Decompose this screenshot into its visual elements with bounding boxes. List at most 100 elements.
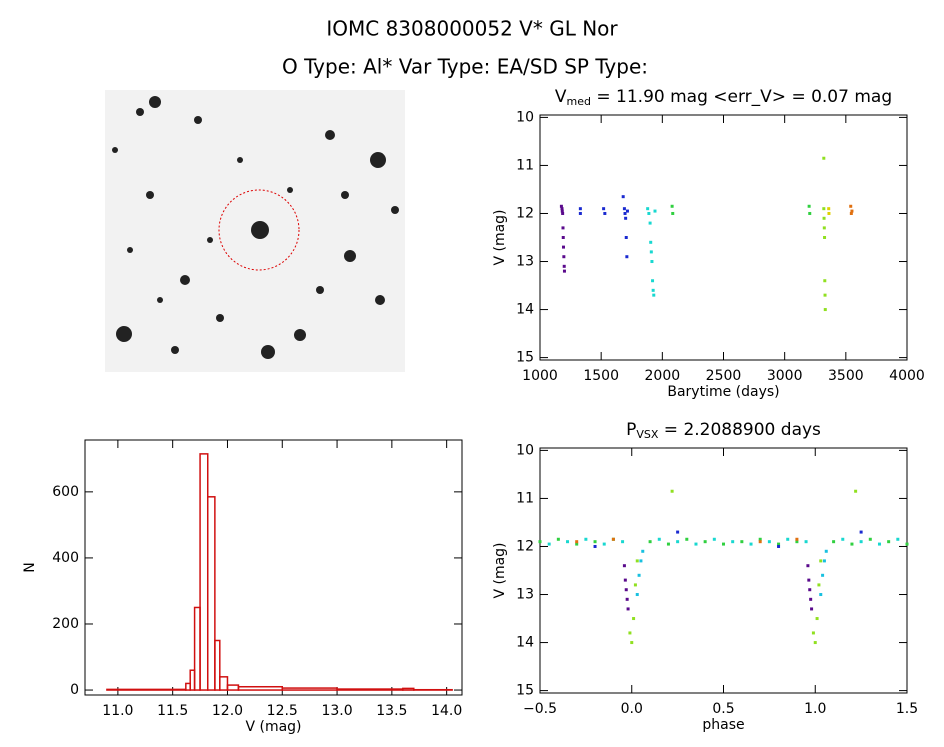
data-point bbox=[877, 542, 881, 546]
y-tick-label: 10 bbox=[516, 442, 534, 458]
x-tick-label: 4000 bbox=[889, 368, 925, 384]
data-point bbox=[561, 226, 565, 230]
y-tick-label: 200 bbox=[52, 616, 79, 632]
page-title: IOMC 8308000052 V* GL Nor bbox=[326, 17, 618, 41]
data-point bbox=[841, 537, 845, 541]
data-point bbox=[562, 264, 566, 268]
data-point bbox=[633, 583, 637, 587]
title-part: = 2.2088900 days bbox=[658, 420, 821, 440]
data-point bbox=[767, 540, 771, 544]
data-point bbox=[807, 578, 811, 582]
data-point bbox=[653, 209, 657, 213]
page-subtitle: O Type: Al* Var Type: EA/SD SP Type: bbox=[282, 55, 648, 79]
x-tick-label: 12.0 bbox=[212, 703, 243, 719]
histogram-bar bbox=[226, 684, 240, 691]
x-tick-label: 1.0 bbox=[804, 701, 826, 717]
data-point bbox=[808, 211, 812, 215]
y-tick-label: 13 bbox=[516, 254, 534, 270]
data-point bbox=[666, 542, 670, 546]
x-tick-label: 12.5 bbox=[267, 703, 298, 719]
y-tick-label: 12 bbox=[516, 538, 534, 554]
data-point bbox=[625, 597, 629, 601]
data-point bbox=[854, 489, 858, 493]
data-point bbox=[685, 537, 689, 541]
x-tick-label: 1500 bbox=[583, 368, 619, 384]
data-point bbox=[819, 593, 823, 597]
title-part: P bbox=[626, 420, 636, 440]
data-point bbox=[561, 236, 565, 239]
data-point bbox=[694, 542, 698, 546]
data-point bbox=[578, 207, 582, 211]
data-point bbox=[827, 211, 831, 215]
data-point bbox=[657, 537, 661, 541]
y-axis-label: V (mag) bbox=[492, 209, 508, 265]
stars bbox=[112, 96, 399, 359]
data-point bbox=[849, 211, 853, 215]
data-point bbox=[646, 207, 650, 211]
plot-frame bbox=[539, 447, 908, 694]
x-axis-label: Barytime (days) bbox=[667, 384, 779, 400]
data-point bbox=[868, 537, 872, 541]
data-point bbox=[560, 209, 564, 213]
chart-title: PVSX = 2.2088900 days bbox=[626, 420, 821, 441]
data-point bbox=[703, 540, 707, 544]
data-point bbox=[815, 617, 819, 621]
data-point bbox=[808, 588, 812, 592]
plot-frame bbox=[84, 439, 463, 696]
plot-frame bbox=[539, 114, 908, 361]
data-point bbox=[635, 559, 639, 563]
data-point bbox=[621, 195, 625, 199]
data-point bbox=[822, 559, 826, 563]
x-tick-label: −0.5 bbox=[523, 701, 557, 717]
data-point bbox=[740, 540, 744, 544]
data-point bbox=[777, 542, 781, 546]
x-axis-label: V (mag) bbox=[245, 719, 301, 735]
x-tick-label: 2000 bbox=[645, 368, 681, 384]
data-point bbox=[650, 260, 654, 264]
data-point bbox=[575, 540, 579, 544]
data-point bbox=[823, 279, 827, 283]
data-point bbox=[632, 617, 636, 621]
data-point bbox=[562, 255, 566, 259]
data-point bbox=[622, 564, 626, 568]
sky-image bbox=[105, 90, 405, 372]
data-point bbox=[811, 631, 815, 635]
data-point bbox=[712, 537, 716, 541]
data-point bbox=[823, 236, 827, 239]
data-point bbox=[603, 211, 607, 215]
data-point bbox=[637, 573, 641, 577]
data-point bbox=[559, 204, 563, 208]
x-tick-label: 11.0 bbox=[102, 703, 133, 719]
y-tick-label: 11 bbox=[516, 157, 534, 173]
y-tick-label: 14 bbox=[516, 302, 534, 318]
histogram-bar bbox=[193, 606, 201, 691]
data-point bbox=[647, 211, 651, 215]
y-tick-label: 12 bbox=[516, 205, 534, 221]
data-point bbox=[630, 641, 634, 645]
histogram-bar bbox=[281, 687, 338, 691]
data-point bbox=[562, 269, 566, 273]
histogram-bar bbox=[214, 639, 221, 691]
data-point bbox=[602, 542, 606, 546]
title-part: V bbox=[555, 87, 567, 107]
data-point bbox=[623, 578, 627, 582]
data-point bbox=[821, 573, 825, 577]
x-tick-label: 0.0 bbox=[621, 701, 643, 717]
x-tick-label: 11.5 bbox=[157, 703, 188, 719]
data-point bbox=[626, 607, 630, 611]
x-tick-label: 0.5 bbox=[712, 701, 734, 717]
data-point bbox=[822, 156, 826, 160]
data-point bbox=[670, 489, 674, 493]
histogram-bar bbox=[237, 685, 284, 691]
y-tick-label: 400 bbox=[52, 550, 79, 566]
data-point bbox=[649, 240, 653, 244]
data-point bbox=[622, 207, 626, 211]
y-tick-label: 10 bbox=[516, 109, 534, 125]
data-point bbox=[786, 537, 790, 541]
data-point bbox=[817, 583, 821, 587]
data-point bbox=[624, 236, 628, 239]
target-circle bbox=[218, 189, 300, 271]
data-point bbox=[819, 559, 823, 563]
data-point bbox=[804, 540, 808, 544]
